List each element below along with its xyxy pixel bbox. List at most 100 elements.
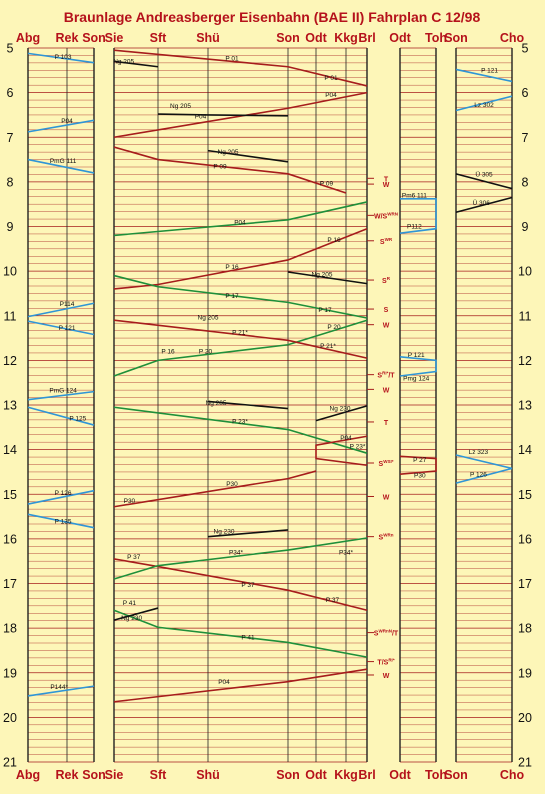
signal-label: SRi*/T <box>377 371 395 380</box>
train-path <box>207 400 289 410</box>
hour-label: 16 <box>518 532 532 546</box>
signal-label: T <box>384 420 389 427</box>
train-path <box>113 558 368 612</box>
train-label: Lz 323 <box>469 449 489 456</box>
station-label-top: Toh <box>425 31 447 45</box>
train-path <box>27 685 95 697</box>
train-label: P 01 <box>225 55 239 62</box>
train-label: Pmg 124 <box>403 375 429 382</box>
train-path <box>27 489 95 505</box>
station-label-top: Odt <box>389 31 411 45</box>
train-path <box>113 406 368 454</box>
station-label-bottom: Odt <box>305 768 327 782</box>
train-label: P 16 <box>327 237 341 244</box>
station-label-top: Shü <box>196 31 220 45</box>
station-label-bottom: Son <box>276 768 300 782</box>
train-label: P 20 <box>199 349 213 356</box>
station-label-top: Son <box>276 31 300 45</box>
train-path <box>113 49 368 87</box>
hour-label: 18 <box>518 622 532 636</box>
train-path <box>287 271 368 285</box>
train-label: P 21* <box>320 343 336 350</box>
hour-label: 7 <box>7 131 14 145</box>
train-label: P 121 <box>408 352 425 359</box>
train-path <box>399 356 437 377</box>
train-label: P04 <box>61 118 73 125</box>
train-path <box>27 302 95 318</box>
signal-label: SWRn <box>379 533 394 542</box>
train-label: P 23* <box>350 444 366 451</box>
station-label-top: Sft <box>150 31 168 45</box>
hour-label: 12 <box>518 354 532 368</box>
train-label: P 121 <box>481 68 498 75</box>
station-label-top: Abg <box>16 31 40 45</box>
signal-label: SWSI* <box>379 459 394 468</box>
train-label: Ng 230 <box>121 615 142 622</box>
train-path <box>113 607 159 621</box>
hour-label: 11 <box>4 309 17 323</box>
chart-title: Braunlage Andreasberger Eisenbahn (BAE I… <box>64 9 481 25</box>
train-label: P112 <box>407 224 422 231</box>
train-label: P 21* <box>232 329 248 336</box>
station-label-top: Rek <box>56 31 79 45</box>
hour-label: 6 <box>522 86 529 100</box>
train-label: P 37 <box>326 597 340 604</box>
train-label: P114 <box>60 301 75 308</box>
hour-label: 5 <box>7 42 14 56</box>
train-path <box>399 455 437 475</box>
train-path <box>455 467 513 484</box>
signal-superscript: R <box>387 276 391 281</box>
station-label-bottom: Odt <box>389 768 411 782</box>
station-label-top: Kkg <box>334 31 358 45</box>
signal-label: W <box>383 673 390 680</box>
station-label-top: Son <box>82 31 106 45</box>
train-label: Ng 205 <box>198 314 219 321</box>
station-label-bottom: Son <box>444 768 468 782</box>
train-path <box>113 274 368 319</box>
signal-superscript: WRn <box>383 533 393 538</box>
train-label: P 01 <box>324 75 338 82</box>
train-label: P 16 <box>161 349 175 356</box>
train-label: P 17 <box>318 307 332 314</box>
train-path <box>315 405 368 422</box>
train-path <box>455 95 513 112</box>
hour-label: 21 <box>518 756 532 770</box>
hour-label: 6 <box>7 86 14 100</box>
train-label: P144* <box>50 684 68 691</box>
train-path <box>27 406 95 426</box>
signal-superscript: WRnN <box>378 629 392 634</box>
signal-label: W <box>383 387 390 394</box>
train-path <box>113 146 347 194</box>
station-label-top: Cho <box>500 31 525 45</box>
train-label: P34* <box>339 549 354 556</box>
signal-label: W <box>383 494 390 501</box>
train-label: P04 <box>195 114 207 121</box>
station-label-top: Brl <box>358 31 375 45</box>
hour-label: 21 <box>3 756 17 770</box>
station-label-bottom: Abg <box>16 768 40 782</box>
train-label: Ng 205 <box>312 271 333 278</box>
station-label-top: Odt <box>305 31 327 45</box>
train-label: P 20 <box>327 324 341 331</box>
train-path <box>113 319 368 377</box>
train-path <box>207 149 289 163</box>
train-label: P 09 <box>213 163 227 170</box>
signal-suffix: /T <box>388 373 395 380</box>
train-label: Ng 205 <box>113 59 134 66</box>
train-label: P34* <box>229 549 244 556</box>
station-label-bottom: Toh <box>425 768 447 782</box>
hour-label: 9 <box>522 220 529 234</box>
signal-label: SWRnN/T <box>374 629 399 638</box>
hour-label: 12 <box>3 354 17 368</box>
train-label: Ü 306 <box>473 199 491 207</box>
hour-label: 20 <box>3 711 17 725</box>
station-label-bottom: Cho <box>500 768 525 782</box>
hour-label: 15 <box>518 488 532 502</box>
train-path <box>455 454 513 470</box>
train-label: P 126 <box>470 471 487 478</box>
hour-label: 19 <box>3 666 17 680</box>
hour-label: 5 <box>522 42 529 56</box>
hour-label: 17 <box>518 577 532 591</box>
train-label: P04 <box>340 435 352 442</box>
train-label: PmG 124 <box>49 388 77 395</box>
